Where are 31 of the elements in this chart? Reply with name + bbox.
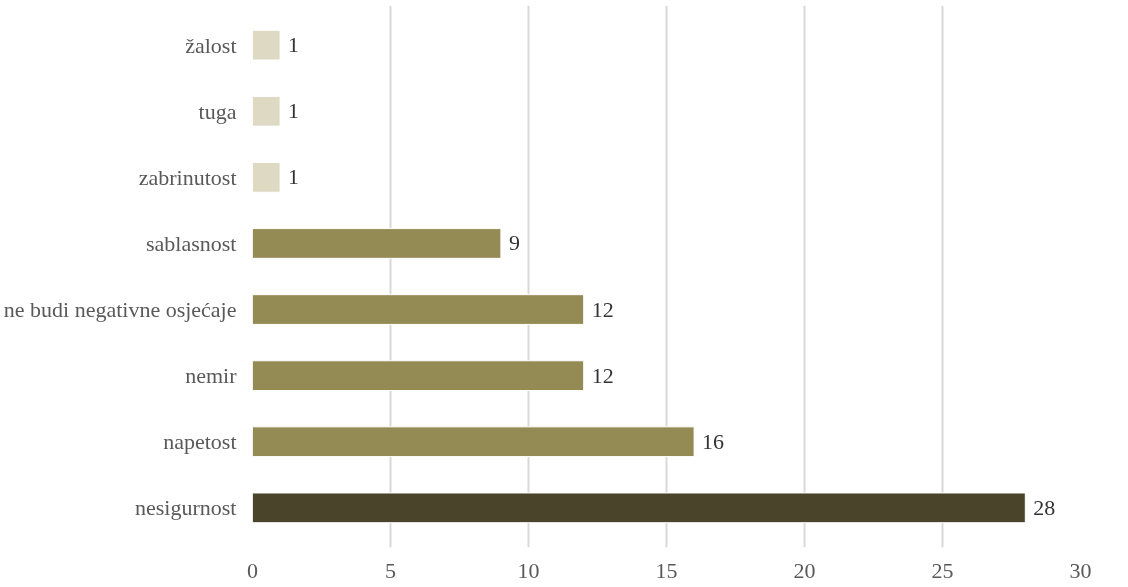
x-tick-label: 20 (793, 557, 816, 583)
y-tick-label: nemir (185, 363, 238, 389)
y-tick-label: tuga (198, 98, 237, 124)
bar (252, 360, 585, 392)
y-tick-label: žalost (185, 32, 237, 58)
x-tick-label: 15 (655, 557, 678, 583)
data-label: 16 (702, 428, 725, 454)
data-label: 1 (288, 164, 300, 190)
bar (252, 492, 1026, 524)
x-tick-label: 5 (385, 557, 396, 583)
bar (252, 95, 281, 127)
bar (252, 294, 585, 325)
bar (252, 228, 502, 259)
x-tick-label: 25 (931, 557, 954, 583)
data-label: 12 (591, 362, 614, 388)
y-tick-label: napetost (163, 429, 237, 455)
y-tick-label: nesigurnost (135, 495, 237, 521)
data-label: 1 (288, 32, 300, 58)
data-label: 28 (1033, 494, 1056, 520)
bar (252, 161, 281, 193)
data-label: 1 (288, 98, 300, 124)
bar (252, 29, 281, 61)
x-tick-label: 0 (247, 557, 258, 583)
bar (252, 426, 695, 458)
y-tick-label: ne budi negativne osjećaje (3, 297, 237, 323)
x-tick-label: 10 (517, 557, 540, 583)
data-label: 12 (591, 296, 614, 322)
data-label: 9 (508, 230, 520, 256)
x-tick-label: 30 (1069, 557, 1092, 583)
y-tick-label: sablasnost (146, 230, 237, 256)
y-tick-label: zabrinutost (138, 164, 237, 190)
